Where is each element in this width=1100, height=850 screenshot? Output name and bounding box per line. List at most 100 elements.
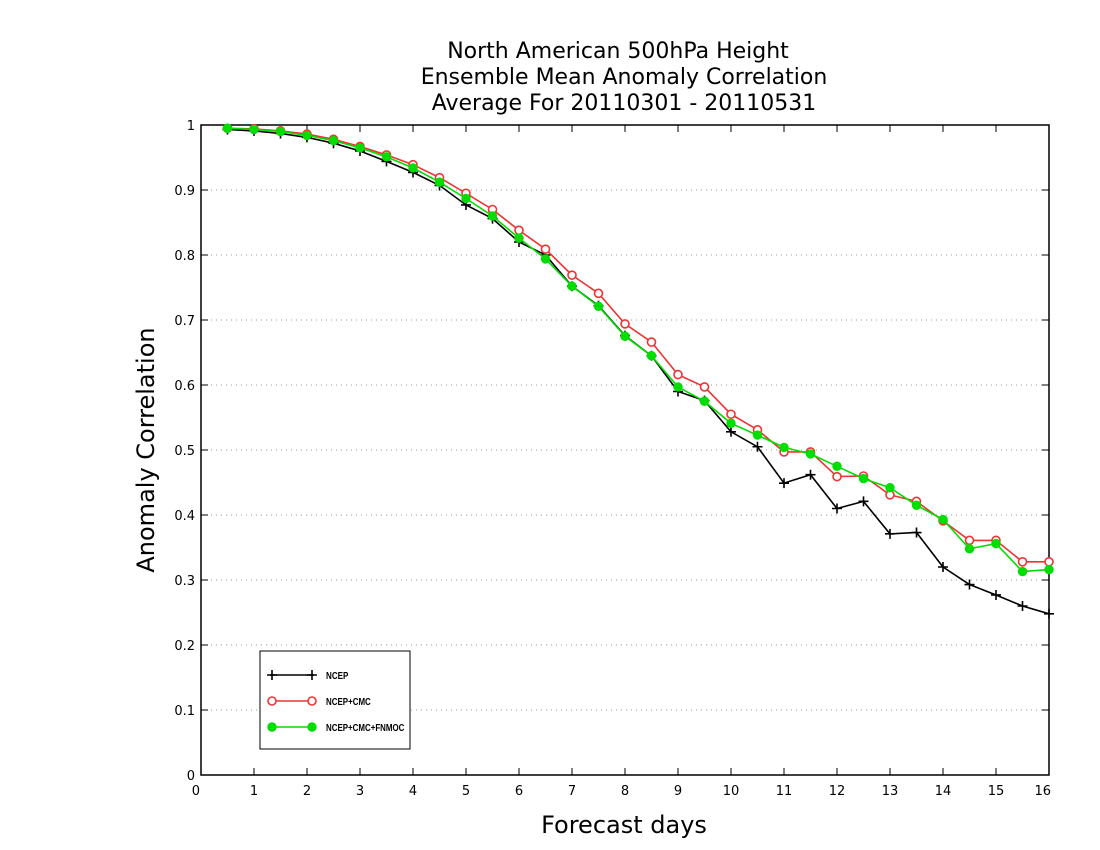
y-tick-label: 0 bbox=[187, 769, 195, 784]
series-ncep-cmc-point bbox=[964, 535, 975, 546]
series-ncep-cmc-fnmoc-point bbox=[858, 473, 869, 484]
x-tick-label: 9 bbox=[674, 784, 682, 799]
x-tick-label: 14 bbox=[935, 784, 952, 799]
series-ncep-point bbox=[805, 469, 816, 480]
series-ncep-cmc-fnmoc-point bbox=[567, 281, 577, 291]
series-ncep-cmc-fnmoc-point bbox=[673, 382, 683, 392]
chart-title-line-3: Average For 20110301 - 20110531 bbox=[432, 91, 817, 116]
series-ncep-cmc-point bbox=[699, 382, 710, 392]
series-ncep-cmc-fnmoc-line bbox=[227, 127, 1050, 573]
series-ncep-cmc-fnmoc-point bbox=[991, 538, 1001, 549]
series-ncep-cmc-fnmoc-point bbox=[355, 143, 365, 153]
x-tick-label: 1 bbox=[250, 784, 258, 799]
legend-ncep-cmc-fnmoc-marker bbox=[267, 722, 277, 732]
x-tick-label: 11 bbox=[776, 784, 793, 799]
y-tick-label: 0.7 bbox=[174, 314, 195, 329]
y-tick-label: 0.6 bbox=[174, 379, 195, 394]
x-tick-label: 3 bbox=[356, 784, 364, 799]
series-ncep-cmc-point bbox=[646, 337, 657, 347]
chart-title: North American 500hPa Height Ensemble Me… bbox=[421, 39, 828, 116]
y-tick-label: 0.1 bbox=[174, 704, 195, 719]
series-ncep-cmc-fnmoc-point bbox=[752, 430, 763, 440]
series-ncep-cmc-fnmoc-point bbox=[222, 123, 233, 133]
series-ncep-cmc-fnmoc-point bbox=[434, 177, 445, 187]
legend-ncep-cmc-marker bbox=[307, 696, 317, 706]
series-ncep-point bbox=[1017, 601, 1028, 611]
series-ncep-cmc-fnmoc-point bbox=[699, 396, 710, 406]
series-ncep-point bbox=[964, 579, 975, 590]
y-tick-label: 0.8 bbox=[174, 249, 195, 264]
x-tick-label: 12 bbox=[829, 784, 846, 799]
legend-ncep-cmc-marker bbox=[267, 696, 277, 706]
series-ncep-cmc-fnmoc-point bbox=[302, 130, 312, 141]
series-ncep-cmc-point bbox=[1044, 556, 1054, 567]
series-ncep-cmc-fnmoc-point bbox=[275, 126, 286, 137]
series-ncep-cmc-fnmoc-point bbox=[620, 331, 630, 341]
series-ncep-cmc-point bbox=[567, 270, 577, 280]
series-ncep-cmc-fnmoc-point bbox=[885, 483, 895, 493]
series-ncep-point bbox=[991, 589, 1001, 600]
series-ncep-cmc-fnmoc-point bbox=[1044, 564, 1054, 575]
series-ncep-cmc-point bbox=[620, 319, 630, 329]
chart-title-line-2: Ensemble Mean Anomaly Correlation bbox=[421, 65, 828, 90]
legend-entries: NCEP NCEP+CMC NCEP+CMC+FNMOC bbox=[267, 670, 404, 734]
series-ncep-point bbox=[911, 527, 922, 538]
x-tick-label: 7 bbox=[568, 784, 576, 799]
series-ncep-line bbox=[227, 128, 1050, 615]
y-tick-label: 0.2 bbox=[174, 639, 195, 654]
x-tick-label: 4 bbox=[409, 784, 417, 799]
series-ncep-cmc-fnmoc-point bbox=[540, 254, 551, 264]
y-tick-label: 0.4 bbox=[174, 509, 195, 524]
legend-ncep-cmc-fnmoc-label: NCEP+CMC+FNMOC bbox=[326, 723, 404, 734]
y-tick-label: 1 bbox=[187, 119, 195, 134]
legend: NCEP NCEP+CMC NCEP+CMC+FNMOC bbox=[259, 650, 411, 750]
series-ncep-point bbox=[885, 528, 895, 539]
series-ncep-point bbox=[858, 496, 869, 507]
y-tick-label: 0.9 bbox=[174, 184, 195, 199]
series-ncep-cmc-point bbox=[514, 225, 524, 236]
series-ncep-point bbox=[1044, 608, 1054, 619]
series-ncep-cmc-fnmoc-point bbox=[646, 351, 657, 361]
legend-ncep-marker bbox=[267, 670, 277, 680]
series-ncep-cmc-fnmoc-point bbox=[487, 211, 498, 221]
series-ncep-cmc-fnmoc-point bbox=[964, 544, 975, 554]
series-ncep-cmc-fnmoc-point bbox=[911, 500, 922, 510]
series-ncep-cmc-fnmoc-point bbox=[593, 301, 604, 312]
series-ncep-cmc-point bbox=[726, 409, 736, 420]
legend-ncep-label: NCEP bbox=[326, 671, 349, 682]
series-ncep-cmc-fnmoc-point bbox=[726, 418, 736, 429]
x-tick-label: 13 bbox=[882, 784, 899, 799]
series-ncep-point bbox=[726, 426, 736, 437]
x-tick-label: 2 bbox=[303, 784, 311, 799]
series-ncep-cmc-fnmoc-point bbox=[938, 514, 948, 525]
series-ncep-point bbox=[832, 503, 842, 514]
axis-ticks: 00.10.20.30.40.50.60.70.80.910 1 2 3 4 5 6 7 8 9 1… bbox=[174, 119, 1051, 799]
series-ncep-cmc-fnmoc-point bbox=[832, 461, 842, 471]
x-tick-label: 16 bbox=[1034, 784, 1051, 799]
series-ncep-cmc-fnmoc-point bbox=[1017, 566, 1028, 577]
y-tick-label: 0.5 bbox=[174, 444, 195, 459]
series-ncep-cmc-point bbox=[540, 244, 551, 254]
series-ncep-point bbox=[938, 562, 948, 572]
x-tick-label: 8 bbox=[621, 784, 629, 799]
series-ncep-cmc-fnmoc-point bbox=[805, 449, 816, 459]
gridlines bbox=[201, 189, 1049, 711]
legend-ncep-cmc-label: NCEP+CMC bbox=[326, 697, 371, 708]
legend-ncep-marker bbox=[307, 670, 317, 680]
x-tick-label: 5 bbox=[462, 784, 470, 799]
series-ncep-cmc-fnmoc-point bbox=[328, 135, 339, 146]
series-ncep-cmc-fnmoc-point bbox=[249, 124, 259, 135]
x-tick-label: 15 bbox=[988, 784, 1005, 799]
series-ncep-cmc-point bbox=[673, 369, 683, 380]
legend-ncep-cmc-fnmoc-marker bbox=[307, 722, 317, 732]
series-ncep-cmc-fnmoc bbox=[222, 123, 1054, 577]
series-layer bbox=[222, 123, 1054, 619]
series-ncep-cmc-fnmoc-point bbox=[514, 233, 524, 243]
legend-box bbox=[259, 650, 411, 750]
x-tick-label: 6 bbox=[515, 784, 523, 799]
series-ncep-point bbox=[752, 441, 763, 452]
series-ncep-cmc-point bbox=[593, 288, 604, 299]
series-ncep-cmc-point bbox=[832, 471, 842, 482]
series-ncep-point bbox=[779, 478, 789, 489]
